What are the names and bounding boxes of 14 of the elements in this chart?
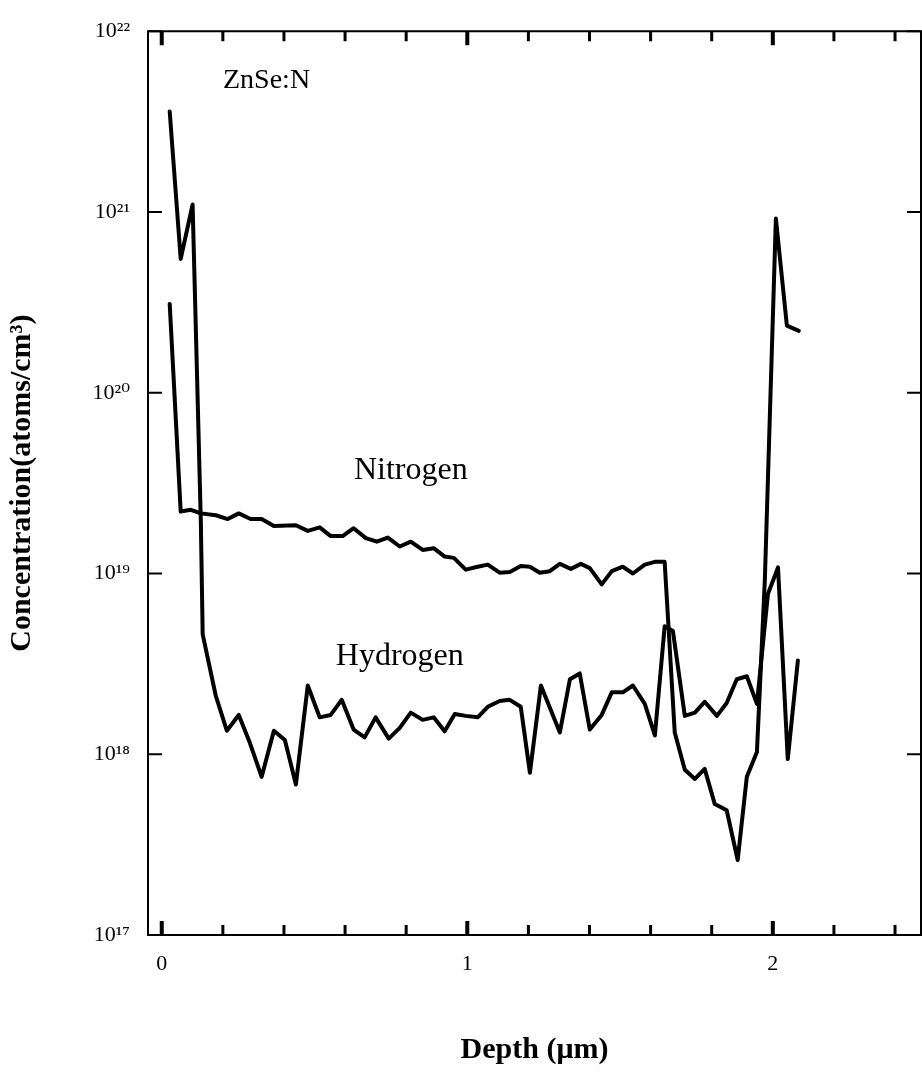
- annotation: ZnSe:N: [223, 62, 311, 94]
- y-axis-title: Concentration(atoms/cm³): [2, 314, 37, 652]
- series-label: Nitrogen: [353, 450, 468, 487]
- y-tick-label: 10¹⁷: [93, 920, 130, 946]
- series-label: Hydrogen: [335, 636, 464, 673]
- x-axis-title: Depth (μm): [460, 1030, 609, 1065]
- x-tick-label: 1: [461, 949, 473, 975]
- x-tick-label: 0: [156, 949, 168, 975]
- y-tick-label: 10²¹: [94, 197, 130, 223]
- y-tick-label: 10²²: [94, 16, 131, 42]
- y-tick-label: 10¹⁹: [93, 559, 131, 585]
- x-tick-label: 2: [767, 949, 779, 975]
- y-tick-label: 10²⁰: [92, 378, 131, 404]
- y-tick-label: 10¹⁸: [93, 740, 130, 766]
